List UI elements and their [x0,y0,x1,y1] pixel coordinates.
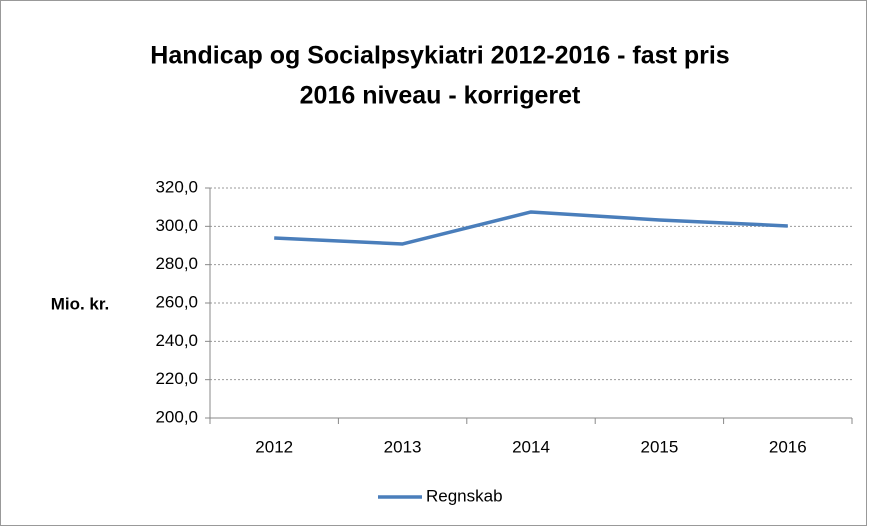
x-tick-label: 2016 [769,437,807,456]
data-line [274,210,788,246]
x-tick-label: 2012 [255,437,293,456]
x-tick-label: 2015 [640,437,678,456]
y-tick-label: 220,0 [155,369,198,388]
y-tick-label: 200,0 [155,407,198,426]
x-tick-label: 2014 [512,437,550,456]
y-axis-label: Mio. kr. [51,294,110,313]
y-tick-label: 240,0 [155,331,198,350]
chart-title: Handicap og Socialpsykiatri 2012-2016 - … [150,42,729,70]
x-tick-label: 2013 [384,437,422,456]
y-tick-label: 300,0 [155,216,198,235]
y-tick-label: 260,0 [155,292,198,311]
legend-label: Regnskab [426,486,503,505]
y-tick-label: 280,0 [155,254,198,273]
y-tick-label: 320,0 [155,177,198,196]
chart-title: 2016 niveau - korrigeret [300,82,581,110]
